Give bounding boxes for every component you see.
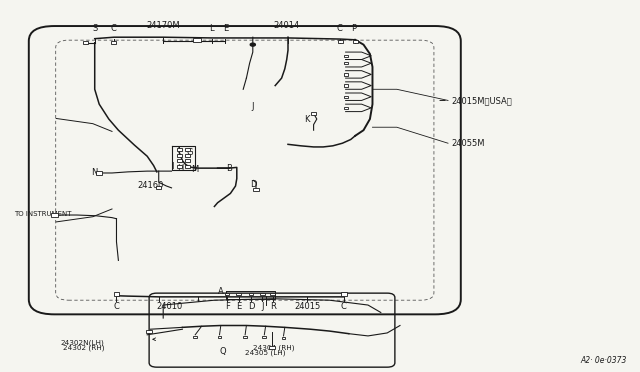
Text: 24304 (RH): 24304 (RH)	[253, 344, 294, 350]
Text: L: L	[209, 24, 214, 33]
Text: E: E	[223, 24, 228, 33]
Text: Q: Q	[220, 347, 226, 356]
Text: C: C	[111, 24, 117, 33]
Bar	[177, 165, 182, 168]
Bar	[344, 107, 348, 109]
Bar	[185, 148, 190, 151]
Bar	[185, 154, 190, 157]
Bar	[353, 40, 358, 43]
Text: C: C	[113, 302, 120, 311]
Bar	[237, 292, 241, 295]
Text: F: F	[225, 302, 230, 311]
Bar	[344, 62, 348, 64]
Bar	[344, 84, 348, 87]
Text: TO INSTRUMENT: TO INSTRUMENT	[14, 211, 72, 217]
Bar	[96, 171, 102, 174]
Text: A2· 0e·0373: A2· 0e·0373	[581, 356, 627, 365]
Bar	[282, 337, 285, 339]
Text: D: D	[248, 302, 254, 311]
Text: S: S	[92, 24, 97, 33]
Bar	[193, 38, 201, 42]
Text: 24015: 24015	[294, 302, 321, 311]
Bar	[218, 336, 221, 338]
Bar	[243, 336, 247, 338]
Bar	[344, 55, 348, 57]
Bar	[111, 41, 116, 44]
Text: H: H	[177, 164, 183, 173]
Text: E: E	[236, 302, 241, 311]
Text: 24010: 24010	[156, 302, 183, 311]
Text: 24015M〈USA〉: 24015M〈USA〉	[451, 96, 512, 105]
Text: J: J	[261, 302, 264, 311]
Circle shape	[250, 43, 255, 46]
Bar	[270, 292, 275, 295]
Bar	[177, 154, 182, 157]
Text: I: I	[171, 162, 173, 171]
Bar	[177, 159, 182, 162]
Bar	[51, 213, 58, 217]
Text: 24160: 24160	[138, 182, 164, 190]
Bar	[341, 292, 347, 295]
Text: 24305 (LH): 24305 (LH)	[245, 350, 285, 356]
Text: 24014: 24014	[273, 21, 300, 30]
Text: R: R	[269, 302, 276, 311]
Text: M: M	[191, 165, 199, 174]
Bar	[344, 96, 348, 98]
Bar	[225, 292, 230, 295]
Bar	[177, 148, 182, 151]
Bar	[253, 188, 259, 191]
Bar	[338, 40, 343, 43]
Bar	[249, 292, 253, 295]
Text: 24170M: 24170M	[147, 21, 180, 30]
Bar	[262, 336, 266, 338]
Text: K: K	[305, 115, 310, 124]
Text: C: C	[340, 302, 347, 311]
Bar	[146, 330, 152, 333]
Bar	[269, 346, 275, 349]
Bar	[156, 186, 161, 189]
Text: J: J	[252, 102, 254, 110]
Text: G: G	[186, 148, 193, 157]
Text: D: D	[250, 180, 257, 189]
Bar	[344, 73, 348, 76]
Text: P: P	[351, 24, 356, 33]
Bar	[260, 292, 265, 295]
Bar	[311, 112, 316, 115]
Bar	[193, 336, 197, 338]
Text: A: A	[218, 287, 223, 296]
Bar	[83, 41, 88, 44]
Bar	[185, 159, 190, 162]
Bar	[185, 165, 190, 168]
Text: 24055M: 24055M	[451, 139, 484, 148]
Text: 24302 (RH): 24302 (RH)	[63, 345, 104, 351]
Bar	[114, 292, 119, 295]
Text: N: N	[92, 169, 98, 177]
Text: 24302N(LH): 24302N(LH)	[61, 339, 104, 346]
Text: C: C	[336, 24, 342, 33]
Text: B: B	[226, 164, 232, 173]
